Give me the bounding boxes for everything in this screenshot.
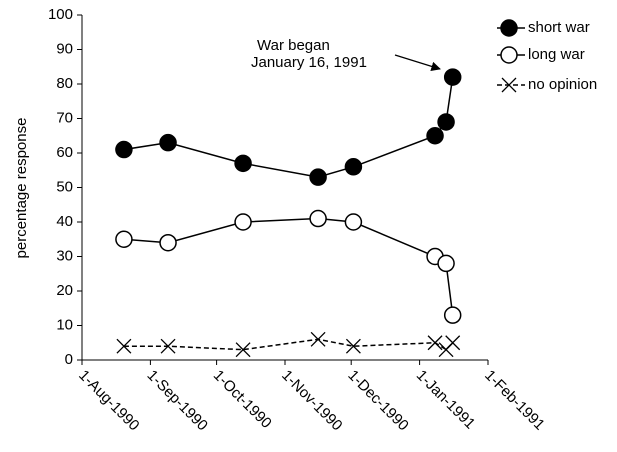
data-point bbox=[116, 338, 132, 354]
y-tick-label: 70 bbox=[56, 109, 73, 126]
y-tick-label: 80 bbox=[56, 75, 73, 92]
legend-label: no opinion bbox=[528, 76, 597, 93]
y-tick-label: 100 bbox=[48, 6, 73, 23]
y-tick-label: 10 bbox=[56, 316, 73, 333]
legend-label: short war bbox=[528, 19, 590, 36]
x-tick-label: 1-Jan-1991 bbox=[413, 367, 479, 433]
y-tick-label: 20 bbox=[56, 282, 73, 299]
x-tick-label: 1-Oct-1990 bbox=[210, 367, 275, 432]
y-tick-label: 90 bbox=[56, 40, 73, 57]
data-point bbox=[234, 213, 252, 231]
legend-marker bbox=[500, 19, 518, 37]
y-tick-label: 0 bbox=[65, 351, 73, 368]
y-axis-label: percentage response bbox=[13, 118, 30, 259]
legend-marker bbox=[501, 77, 517, 93]
x-tick-label: 1-Nov-1990 bbox=[278, 367, 345, 434]
x-tick-label: 1-Dec-1990 bbox=[344, 367, 411, 434]
x-tick-label: 1-Aug-1990 bbox=[75, 367, 142, 434]
data-point bbox=[426, 127, 444, 145]
data-point bbox=[115, 230, 133, 248]
data-point bbox=[159, 233, 177, 252]
data-point bbox=[234, 154, 252, 173]
data-point bbox=[437, 113, 455, 131]
y-tick-label: 50 bbox=[56, 178, 73, 195]
annotation: January 16, 1991 bbox=[251, 54, 367, 71]
data-point bbox=[160, 338, 176, 354]
series-line bbox=[123, 217, 454, 316]
annotation: War began bbox=[257, 37, 330, 54]
data-point bbox=[235, 342, 251, 358]
data-point bbox=[437, 254, 455, 273]
x-tick-label: 1-Sep-1990 bbox=[144, 367, 211, 434]
data-point bbox=[445, 335, 461, 351]
data-point bbox=[309, 168, 327, 186]
legend-label: long war bbox=[528, 46, 585, 63]
data-point bbox=[344, 213, 363, 231]
data-point bbox=[159, 133, 177, 152]
series-line bbox=[123, 76, 454, 178]
y-tick-label: 30 bbox=[56, 247, 73, 264]
data-point bbox=[344, 158, 363, 176]
data-point bbox=[345, 338, 361, 354]
data-point bbox=[427, 335, 443, 351]
annotation-arrow bbox=[394, 54, 441, 72]
y-tick-label: 60 bbox=[56, 144, 73, 161]
data-point bbox=[115, 140, 133, 159]
x-tick-label: 1-Feb-1991 bbox=[481, 367, 548, 434]
data-point bbox=[443, 306, 462, 324]
y-tick-label: 40 bbox=[56, 213, 73, 230]
legend-marker bbox=[500, 46, 518, 64]
data-point bbox=[309, 209, 327, 228]
data-point bbox=[443, 68, 462, 86]
data-point bbox=[310, 331, 326, 347]
